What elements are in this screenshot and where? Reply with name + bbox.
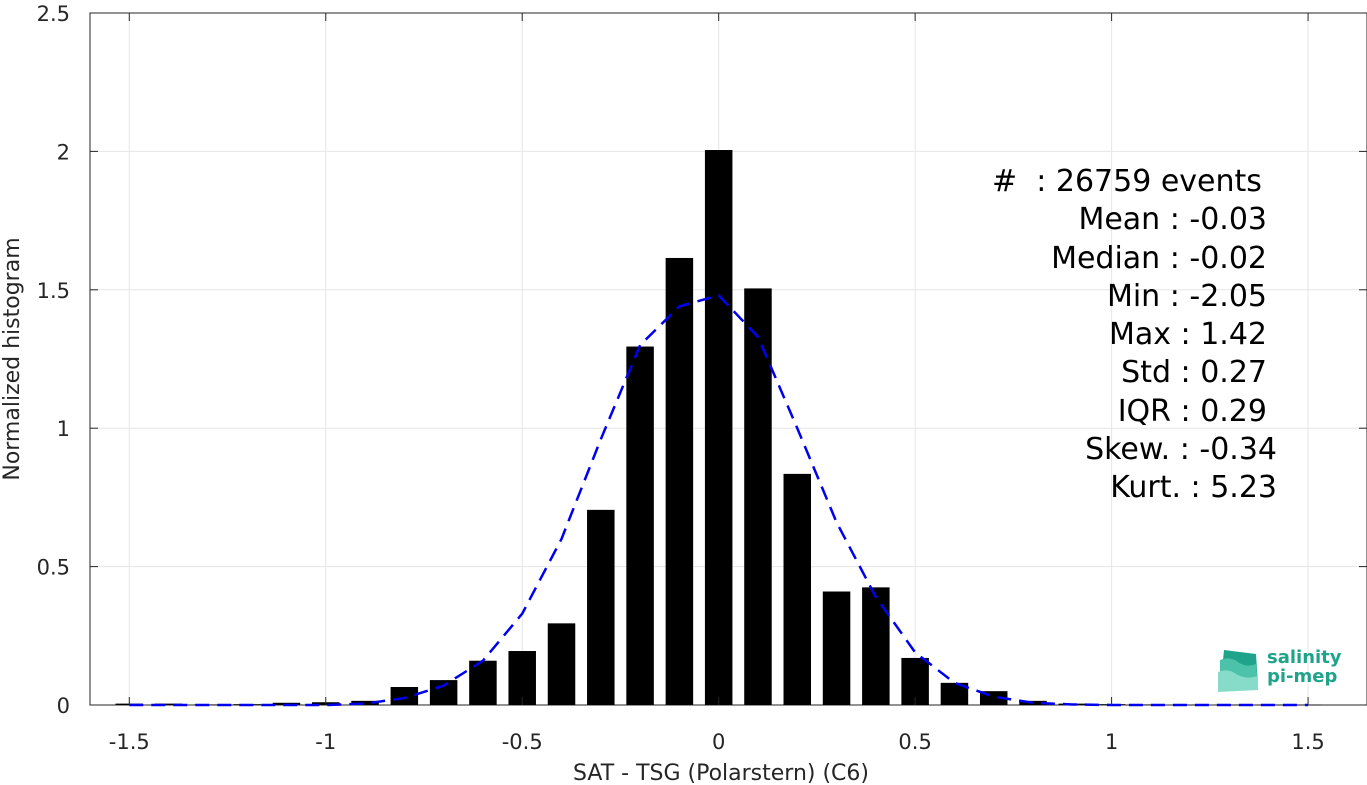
stat-min: Min : -2.05 xyxy=(1106,278,1267,314)
stat-std: Std : 0.27 xyxy=(1121,355,1267,391)
stats-box: # : 26759 events Mean : -0.03 Median : -… xyxy=(960,163,1280,508)
logo-line-1: salinity xyxy=(1267,647,1342,668)
y-tick-label-5: 2.5 xyxy=(37,2,70,26)
bar-17 xyxy=(783,473,812,705)
x-tick-label-3: 0 xyxy=(712,730,725,754)
bar-16 xyxy=(744,288,772,705)
x-tick-label-1: -1 xyxy=(315,730,336,754)
stat-events: # : 26759 events xyxy=(992,164,1262,199)
stat-mean: Mean : -0.03 xyxy=(1078,202,1267,238)
bar-14 xyxy=(665,257,694,705)
x-axis-label: SAT - TSG (Polarstern) (C6) xyxy=(573,761,869,785)
y-tick-label-1: 0.5 xyxy=(37,556,70,580)
bar-9 xyxy=(469,660,497,705)
y-tick-label-0: 0 xyxy=(57,694,70,718)
y-ticks: 0 0.5 1 1.5 2 2.5 xyxy=(37,2,1367,718)
bar-11 xyxy=(547,623,576,705)
stat-max: Max : 1.42 xyxy=(1109,317,1267,353)
bar-27 xyxy=(1176,704,1204,706)
bars xyxy=(115,150,1322,706)
stat-skew: Skew. : -0.34 xyxy=(1085,432,1277,468)
logo-text: salinity pi-mep xyxy=(1267,648,1342,686)
stat-kurt: Kurt. : 5.23 xyxy=(1110,470,1277,506)
x-tick-label-4: 0.5 xyxy=(898,730,931,754)
logo-line-2: pi-mep xyxy=(1267,666,1338,687)
bar-23 xyxy=(1019,700,1047,705)
bar-15 xyxy=(704,150,733,706)
y-tick-label-3: 1.5 xyxy=(37,279,70,303)
y-axis-label: Normalized histogram xyxy=(0,237,25,480)
bar-6 xyxy=(351,700,379,705)
bar-7 xyxy=(390,687,419,705)
bar-8 xyxy=(429,680,458,705)
bar-19 xyxy=(862,587,890,705)
stat-median: Median : -0.02 xyxy=(1051,240,1267,276)
y-tick-label-2: 1 xyxy=(57,417,70,441)
x-tick-label-2: -0.5 xyxy=(502,730,543,754)
bar-10 xyxy=(508,651,536,705)
bar-1 xyxy=(154,703,183,705)
bar-13 xyxy=(626,346,654,705)
x-tick-label-5: 1 xyxy=(1105,730,1118,754)
bar-21 xyxy=(940,682,969,705)
y-tick-label-4: 2 xyxy=(57,140,70,164)
salinity-logo-icon xyxy=(1218,650,1258,692)
stat-iqr: IQR : 0.29 xyxy=(1117,393,1267,429)
bar-18 xyxy=(822,591,851,705)
bar-12 xyxy=(587,509,615,705)
x-tick-label-0: -1.5 xyxy=(109,730,150,754)
x-ticks: -1.5 -1 -0.5 0 0.5 1 1.5 xyxy=(109,13,1325,754)
x-tick-label-6: 1.5 xyxy=(1291,730,1324,754)
